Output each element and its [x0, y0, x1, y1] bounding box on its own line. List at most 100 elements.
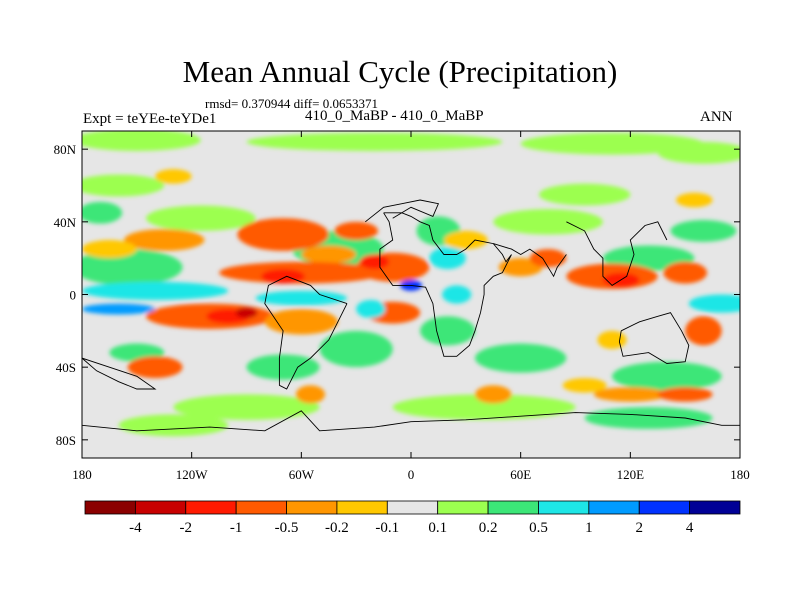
colorbar-swatch-6	[386, 500, 439, 515]
coastline-5	[82, 357, 157, 390]
y-tick-label: 0	[70, 288, 77, 303]
coastlines	[82, 199, 740, 432]
coastline-2	[618, 312, 690, 364]
x-tick-label: 180	[730, 467, 750, 482]
field-blob-2	[520, 132, 704, 155]
x-axis: 180 120W 60W 0 60E 120E 180	[72, 131, 750, 482]
field-blob-7	[493, 209, 603, 235]
y-tick-label: 80N	[54, 142, 77, 157]
field-blob-30	[301, 245, 357, 264]
colorbar-label: 0.1	[428, 520, 447, 536]
field-blob-16	[688, 294, 740, 313]
field-blob-45	[593, 387, 667, 402]
coastline-1	[264, 275, 348, 390]
colorbar-label: 4	[686, 520, 694, 536]
field-blob-31	[334, 221, 379, 241]
y-tick-label: 40S	[56, 360, 76, 375]
colorbar-swatch-3	[235, 500, 287, 515]
field-blob-48	[82, 240, 137, 259]
chart-subtitle: 410_0_MaBP - 410_0_MaBP	[305, 108, 484, 124]
field-blob-6	[145, 205, 256, 231]
field-blob-49	[443, 230, 488, 250]
field-blob-12	[670, 220, 737, 242]
field-blob-38	[529, 249, 567, 268]
field-blob-17	[429, 247, 466, 270]
colorbar-label: -2	[180, 520, 193, 536]
colorbar-swatch-7	[437, 500, 489, 515]
colorbar-swatch-11	[638, 500, 691, 515]
colorbar-swatch-4	[286, 500, 338, 515]
precipitation-field	[82, 131, 740, 458]
x-tick-label: 60W	[289, 467, 315, 482]
colorbar-label: -0.5	[275, 520, 299, 536]
colorbar-label: 2	[635, 520, 643, 536]
field-blob-53	[676, 192, 713, 208]
season-label: ANN	[700, 109, 733, 125]
x-tick-label: 60E	[510, 467, 531, 482]
field-blobs	[82, 131, 740, 437]
field-blob-55	[359, 254, 390, 270]
field-blob-20	[246, 354, 320, 380]
colorbar-label: -0.2	[325, 520, 349, 536]
colorbar-label: -1	[230, 520, 243, 536]
experiment-label: Expt = teYEe-teYDe1	[83, 111, 217, 127]
field-blob-58	[235, 307, 258, 319]
field-blob-15	[255, 290, 348, 306]
field-blob-52	[155, 169, 192, 184]
field-blob-23	[612, 361, 722, 391]
field-blob-40	[264, 309, 338, 335]
field-blob-8	[82, 249, 183, 286]
colorbar-swatch-2	[185, 500, 237, 515]
colorbar-label: 0.5	[529, 520, 548, 536]
field-blob-5	[538, 183, 631, 206]
field-blob-54	[261, 269, 305, 284]
colorbar-label: -0.1	[375, 520, 399, 536]
field-blob-42	[127, 356, 183, 379]
colorbar-swatch-5	[336, 500, 388, 515]
field-blob-21	[420, 316, 475, 346]
field-blob-50	[597, 330, 627, 349]
colorbar-swatch-0	[84, 500, 136, 515]
field-blob-32	[124, 229, 205, 251]
field-blob-27	[584, 407, 713, 429]
field-blob-36	[663, 261, 708, 284]
coastline-6	[365, 199, 440, 223]
field-blob-26	[392, 394, 576, 420]
field-blob-13	[82, 201, 123, 224]
y-tick-label: 80S	[56, 433, 76, 448]
colorbar-label: 0.2	[479, 520, 498, 536]
field-blob-18	[82, 303, 156, 315]
field-blob-4	[82, 174, 165, 197]
field-blob-59	[356, 299, 386, 319]
colorbar-swatch-1	[134, 500, 187, 515]
field-blob-24	[319, 330, 393, 368]
field-blob-25	[173, 394, 320, 420]
x-tick-label: 180	[72, 467, 92, 482]
coastline-3	[82, 410, 740, 432]
rmsd-diff-stats: rmsd= 0.370944 diff= 0.0653371	[205, 96, 378, 111]
colorbar-swatch-8	[487, 500, 539, 515]
field-blob-14	[82, 281, 229, 300]
colorbar-label: 1	[585, 520, 593, 536]
field-blob-0	[82, 131, 201, 151]
coastline-4	[566, 221, 668, 286]
field-blob-3	[657, 141, 740, 164]
coastline-7	[493, 243, 567, 278]
x-tick-label: 120W	[176, 467, 209, 482]
chart-title: Mean Annual Cycle (Precipitation)	[182, 54, 618, 89]
field-blob-60	[442, 285, 472, 304]
field-blob-28	[118, 414, 229, 437]
field-blob-47	[685, 316, 722, 346]
x-tick-label: 120E	[617, 467, 645, 482]
colorbar-swatch-10	[588, 500, 640, 515]
x-tick-label: 0	[408, 467, 415, 482]
y-axis: 80N 40N 0 40S 80S	[54, 142, 740, 448]
field-blob-51	[562, 378, 607, 393]
y-tick-label: 40N	[54, 215, 77, 230]
field-blob-43	[474, 385, 512, 404]
field-blob-22	[474, 343, 567, 373]
field-blob-44	[295, 385, 326, 404]
field-blob-46	[657, 387, 713, 402]
colorbar-swatch-12	[689, 500, 741, 515]
